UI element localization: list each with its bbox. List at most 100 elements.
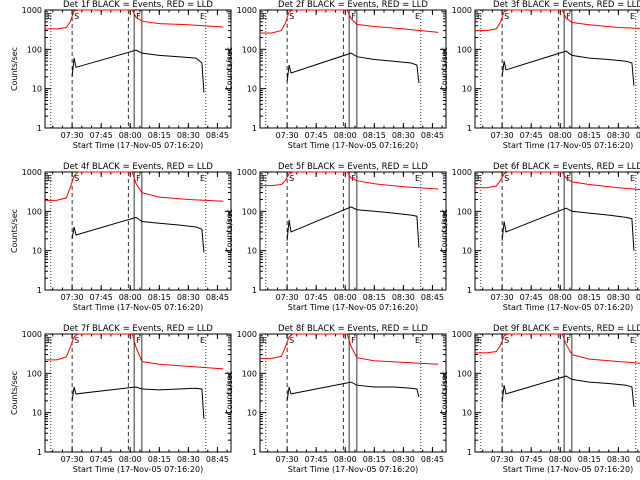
x-axis-label: Start Time (17-Nov-05 07:16:20) [73, 141, 203, 150]
y-tick-label: 1000 [22, 168, 42, 177]
x-axis-label: Start Time (17-Nov-05 07:16:20) [503, 141, 633, 150]
lld-series-line [475, 171, 640, 191]
x-tick-label: 07:30 [276, 455, 299, 464]
x-tick-label: 08:15 [148, 455, 171, 464]
interval-marker-label: E [630, 174, 635, 183]
chart-panel-3: Det 3f BLACK = Events, RED = LLD 1 10 100 10… [440, 0, 640, 150]
interval-marker-label: S [504, 12, 509, 21]
plot-frame [474, 333, 640, 453]
x-tick-label: 08:45 [421, 131, 444, 140]
lld-series-line [260, 9, 439, 34]
events-series-line [71, 386, 205, 419]
y-tick-label: 1 [252, 448, 257, 457]
events-series-line [286, 381, 420, 401]
interval-marker-label: E [47, 12, 52, 21]
x-tick-label: 08:00 [334, 455, 357, 464]
y-tick-label: 1 [37, 286, 42, 295]
x-tick-label: 08:30 [177, 455, 200, 464]
x-tick-label: 08:15 [363, 293, 386, 302]
y-tick-label: 1000 [452, 330, 472, 339]
x-tick-label: 08:30 [177, 131, 200, 140]
interval-marker-label: F [136, 336, 141, 345]
x-axis-label: Start Time (17-Nov-05 07:16:20) [288, 303, 418, 312]
chart-title: Det 3f BLACK = Events, RED = LLD [493, 0, 640, 10]
y-tick-label: 10 [247, 247, 257, 256]
x-tick-label: 08:15 [578, 455, 601, 464]
x-axis-label: Start Time (17-Nov-05 07:16:20) [73, 465, 203, 474]
chart-panel-7: Det 7f BLACK = Events, RED = LLD 1 10 100 10… [10, 324, 232, 474]
interval-marker-label: S [74, 336, 79, 345]
y-tick-label: 1000 [22, 6, 42, 15]
chart-panel-1: Det 1f BLACK = Events, RED = LLD 1 10 100 10… [10, 0, 232, 150]
y-tick-label: 100 [457, 45, 472, 54]
x-axis-label: Start Time (17-Nov-05 07:16:20) [503, 465, 633, 474]
x-tick-label: 08:00 [549, 455, 572, 464]
y-axis-label: Counts/sec [225, 371, 234, 415]
x-tick-label: 08:15 [578, 131, 601, 140]
plot-frame [44, 171, 232, 291]
x-axis-label: Start Time (17-Nov-05 07:16:20) [503, 303, 633, 312]
x-tick-label: 07:30 [491, 455, 514, 464]
interval-marker-label: E [415, 174, 420, 183]
events-series-line [71, 216, 205, 253]
y-tick-label: 1 [37, 448, 42, 457]
chart-title: Det 2f BLACK = Events, RED = LLD [278, 0, 428, 10]
interval-marker-label: E [477, 12, 482, 21]
x-tick-label: 08:45 [206, 455, 229, 464]
interval-marker-label: S [289, 174, 294, 183]
chart-title: Det 8f BLACK = Events, RED = LLD [278, 324, 428, 334]
chart-title: Det 4f BLACK = Events, RED = LLD [63, 162, 213, 172]
x-tick-label: 08:00 [549, 293, 572, 302]
interval-marker-label: F [136, 174, 141, 183]
interval-marker-label: E [477, 336, 482, 345]
interval-marker-label: E [262, 336, 267, 345]
chart-panel-4: Det 4f BLACK = Events, RED = LLD 1 10 100 10… [10, 162, 232, 312]
x-tick-label: 08:00 [334, 131, 357, 140]
y-tick-label: 1 [467, 124, 472, 133]
y-tick-label: 100 [457, 369, 472, 378]
interval-marker-label: F [351, 174, 356, 183]
chart-title: Det 1f BLACK = Events, RED = LLD [63, 0, 213, 10]
events-series-line [286, 206, 420, 248]
interval-marker-label: F [566, 12, 571, 21]
x-tick-label: 08:30 [392, 293, 415, 302]
y-tick-label: 10 [247, 85, 257, 94]
plot-frame [44, 9, 232, 129]
x-tick-label: 07:30 [276, 293, 299, 302]
y-axis-label: Counts/sec [10, 209, 19, 253]
y-axis-label: Counts/sec [440, 371, 449, 415]
x-axis-label: Start Time (17-Nov-05 07:16:20) [73, 303, 203, 312]
x-tick-label: 08:00 [119, 455, 142, 464]
x-tick-label: 07:30 [61, 455, 84, 464]
x-tick-label: 07:30 [61, 293, 84, 302]
x-tick-label: 08:00 [119, 293, 142, 302]
x-tick-label: 07:45 [90, 455, 113, 464]
x-tick-label: 08:45 [206, 131, 229, 140]
y-tick-label: 10 [32, 85, 42, 94]
x-tick-label: 07:45 [305, 293, 328, 302]
y-tick-label: 100 [27, 369, 42, 378]
interval-marker-label: E [630, 12, 635, 21]
chart-panel-5: Det 5f BLACK = Events, RED = LLD 1 10 100 10… [225, 162, 447, 312]
y-tick-label: 100 [27, 207, 42, 216]
lld-series-line [475, 333, 640, 364]
y-tick-label: 100 [242, 369, 257, 378]
y-axis-label: Counts/sec [225, 47, 234, 91]
x-tick-label: 08:30 [607, 131, 630, 140]
x-tick-label: 08:45 [206, 293, 229, 302]
interval-marker-label: E [47, 174, 52, 183]
events-series-line [501, 50, 635, 86]
plot-frame [259, 333, 447, 453]
x-tick-label: 08:00 [549, 131, 572, 140]
x-tick-label: 08:00 [119, 131, 142, 140]
chart-panel-9: Det 9f BLACK = Events, RED = LLD 1 10 100 10… [440, 324, 640, 474]
plot-frame [259, 171, 447, 291]
x-tick-label: 07:45 [520, 131, 543, 140]
x-tick-label: 08:00 [334, 293, 357, 302]
x-tick-label: 07:30 [491, 131, 514, 140]
events-series-line [71, 49, 205, 93]
x-tick-label: 08:45 [636, 293, 640, 302]
y-tick-label: 1000 [237, 6, 257, 15]
y-tick-label: 10 [462, 409, 472, 418]
